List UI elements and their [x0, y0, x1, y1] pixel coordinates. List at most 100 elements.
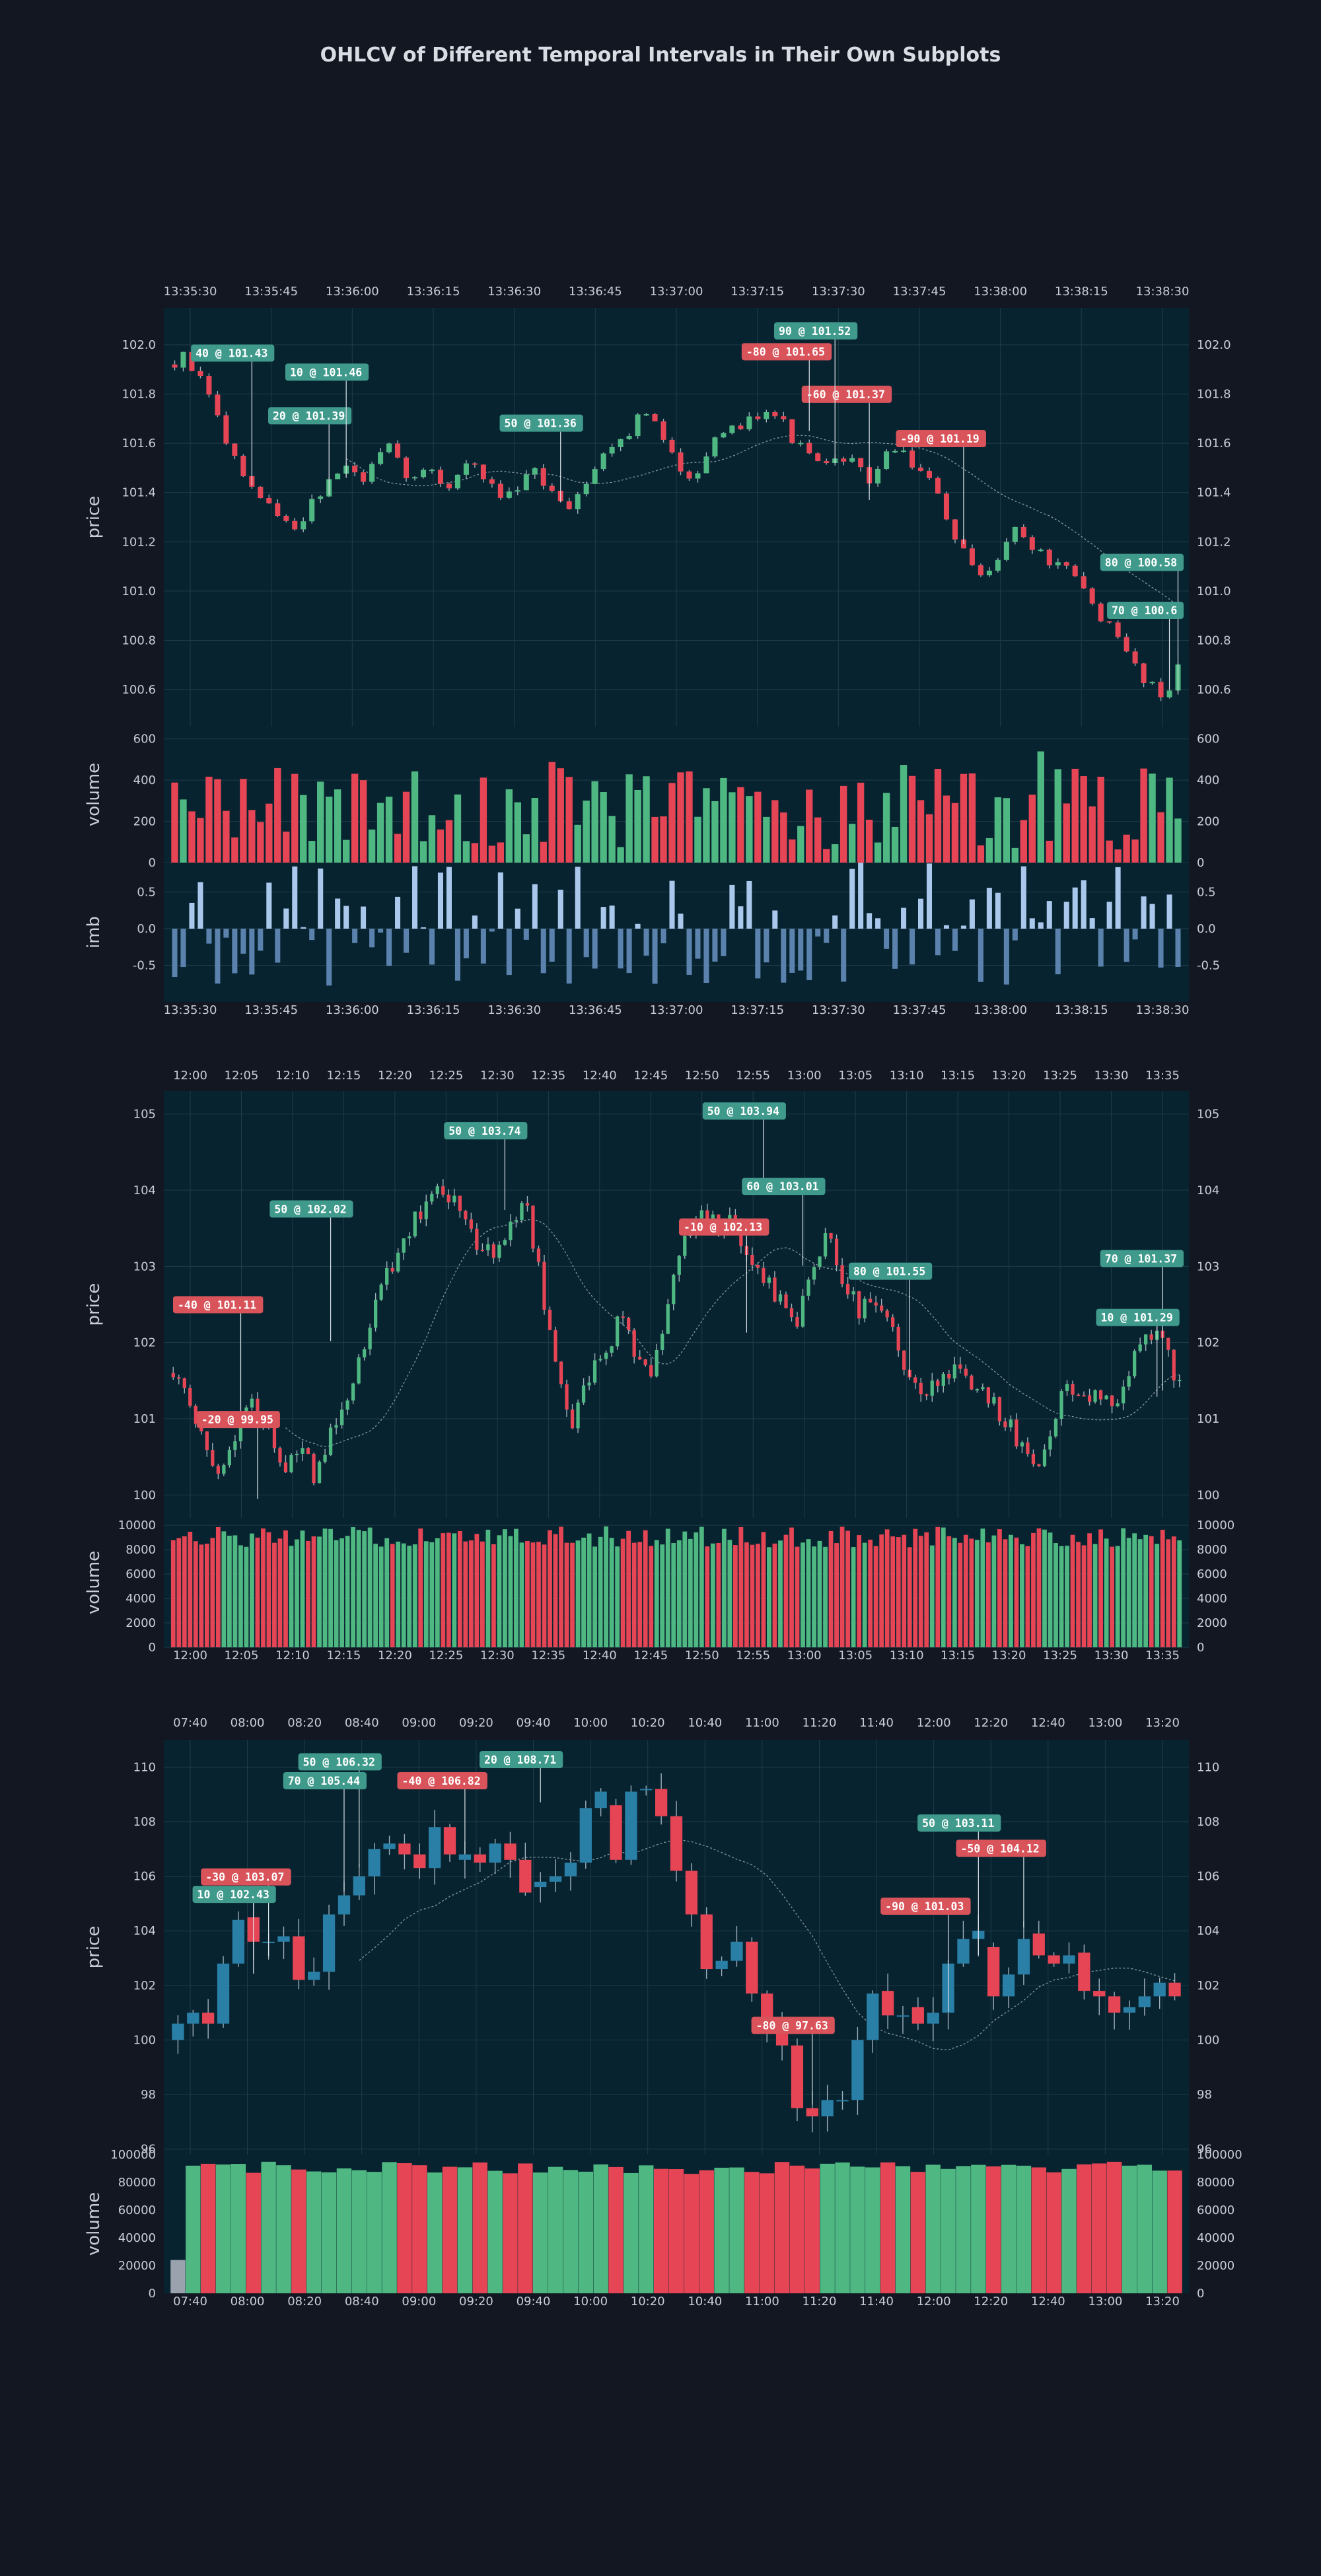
volume-bar — [631, 1542, 637, 1647]
annotation-box — [196, 1411, 280, 1429]
volume-bar — [1003, 798, 1011, 863]
volume-bar — [1174, 818, 1182, 863]
volume-bar — [958, 1542, 963, 1647]
volume-bar — [668, 783, 676, 863]
x-tick-label-bottom: 13:20 — [992, 1649, 1026, 1663]
x-tick-label-bottom: 13:36:45 — [569, 1003, 622, 1017]
candle-body — [318, 496, 324, 499]
candle-body — [764, 411, 769, 419]
x-tick-label-bottom: 13:37:00 — [650, 1003, 703, 1017]
x-tick-label-top: 11:40 — [859, 1716, 894, 1730]
candle-body — [206, 376, 212, 395]
candle-body — [293, 1936, 305, 1980]
volume-bar — [639, 2165, 654, 2293]
x-tick-label-bottom: 12:20 — [974, 2295, 1008, 2308]
imbalance-bar — [781, 928, 787, 983]
volume-bar — [750, 1544, 755, 1647]
y-tick-label-right: 100 — [1197, 1488, 1219, 1502]
candle-body — [474, 1854, 486, 1863]
annotation-box — [444, 1122, 528, 1139]
volume-bar — [968, 773, 976, 863]
candle-body — [437, 470, 443, 484]
candle-body — [317, 1461, 322, 1484]
candle-body — [750, 1255, 754, 1265]
imbalance-bar — [703, 928, 709, 984]
y-tick-label-right: 98 — [1197, 2088, 1212, 2102]
volume-bar — [882, 793, 890, 863]
imbalance-bar — [643, 928, 649, 956]
volume-bar — [1115, 1546, 1120, 1647]
y-tick-label-right: 105 — [1197, 1108, 1219, 1122]
candle-body — [352, 465, 358, 473]
volume-bar — [317, 781, 324, 863]
imbalance-bar — [849, 869, 855, 929]
imbalance-bar — [172, 928, 178, 978]
candle-body — [874, 1302, 878, 1306]
annotation-box — [956, 1840, 1046, 1857]
candle-body — [396, 1252, 400, 1272]
volume-bar — [322, 1528, 328, 1647]
volume-bar — [1123, 834, 1130, 863]
volume-bar — [991, 1535, 997, 1647]
x-tick-label-top: 09:40 — [517, 1716, 551, 1730]
x-tick-label-bottom: 13:36:15 — [407, 1003, 460, 1017]
x-tick-label-bottom: 13:15 — [941, 1649, 975, 1663]
candle-body — [992, 1397, 996, 1404]
candle-body — [275, 503, 281, 517]
candle-body — [1115, 622, 1121, 637]
x-tick-label-bottom: 09:20 — [459, 2295, 493, 2308]
imbalance-bar — [420, 927, 427, 929]
y-tick-label-right: 60000 — [1197, 2203, 1234, 2217]
candle-body — [712, 437, 718, 457]
candle-body — [301, 1448, 304, 1454]
volume-bar — [1149, 1536, 1154, 1647]
volume-bar — [204, 1544, 209, 1647]
candle-body — [509, 1221, 513, 1240]
volume-bar — [865, 2167, 880, 2293]
x-tick-label-top: 13:00 — [787, 1069, 822, 1083]
volume-bar — [291, 773, 299, 863]
x-tick-label-bottom: 11:00 — [745, 2295, 779, 2308]
imbalance-bar — [738, 906, 744, 929]
candle-body — [1098, 603, 1104, 622]
imbalance-bar — [910, 928, 915, 965]
x-tick-label-bottom: 13:38:30 — [1136, 1003, 1190, 1017]
volume-bar — [214, 779, 221, 863]
y-tick-label-right: 104 — [1197, 1184, 1219, 1198]
candle-body — [489, 479, 495, 484]
volume-bar — [274, 768, 281, 863]
candle-body — [452, 1196, 456, 1203]
candle-body — [532, 468, 538, 475]
volume-bar — [598, 1536, 603, 1647]
imbalance-bar — [515, 908, 520, 929]
candle-body — [834, 1238, 839, 1266]
candle-body — [927, 2013, 939, 2024]
candle-body — [266, 497, 272, 504]
volume-bar — [823, 849, 830, 863]
annotation-text: 50 @ 103.94 — [707, 1105, 779, 1118]
annotation-text: -60 @ 101.37 — [806, 388, 885, 401]
imbalance-bar — [901, 908, 907, 929]
imbalance-bar — [935, 928, 941, 956]
y-tick-label-right: 102 — [1197, 1336, 1219, 1350]
y-tick-label-right: 10000 — [1197, 1519, 1234, 1532]
y-tick-label-right: 101.6 — [1197, 437, 1231, 450]
candle-body — [941, 1373, 945, 1386]
candle-body — [497, 483, 503, 498]
candle-body — [891, 1317, 895, 1327]
volume-bar — [814, 817, 822, 863]
candle-body — [1124, 637, 1129, 652]
candle-body — [323, 1454, 327, 1462]
candle-body — [240, 456, 246, 476]
imbalance-bar — [411, 866, 418, 929]
x-tick-label-top: 09:20 — [459, 1716, 493, 1730]
y-tick-label: 101.6 — [122, 437, 156, 450]
candle-body — [187, 2013, 199, 2024]
volume-bar — [1037, 751, 1044, 863]
y-tick-label: 100.8 — [122, 633, 156, 647]
volume-bar — [908, 775, 916, 863]
volume-bar — [412, 2165, 427, 2293]
volume-bar — [1166, 1539, 1171, 1647]
y-tick-label-right: 4000 — [1197, 1592, 1227, 1606]
candle-body — [610, 1805, 622, 1860]
